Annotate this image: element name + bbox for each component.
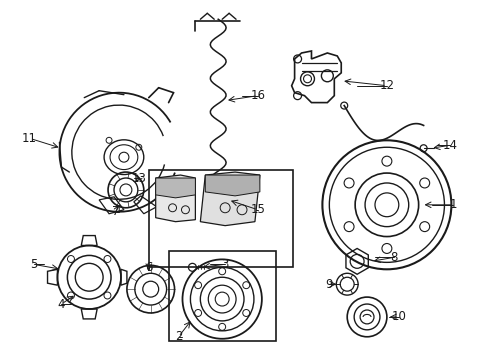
Text: 3: 3: [221, 258, 228, 271]
Text: 4: 4: [58, 297, 65, 311]
Bar: [148, 170, 292, 267]
Text: 15: 15: [250, 203, 265, 216]
Text: 13: 13: [131, 171, 146, 185]
Polygon shape: [205, 175, 259, 196]
Text: 16: 16: [250, 89, 265, 102]
Text: 2: 2: [174, 330, 182, 343]
Text: 6: 6: [145, 261, 152, 274]
Text: 7: 7: [112, 205, 120, 218]
Polygon shape: [155, 178, 195, 198]
Text: 11: 11: [22, 132, 37, 145]
Text: 12: 12: [379, 79, 394, 92]
Polygon shape: [155, 175, 195, 222]
Text: 9: 9: [325, 278, 332, 291]
Bar: [168, 251, 275, 341]
Text: 8: 8: [389, 251, 397, 264]
Text: 14: 14: [442, 139, 457, 152]
Text: 10: 10: [390, 310, 406, 323]
Text: 5: 5: [30, 258, 37, 271]
Text: 1: 1: [448, 198, 456, 211]
Polygon shape: [200, 172, 259, 226]
